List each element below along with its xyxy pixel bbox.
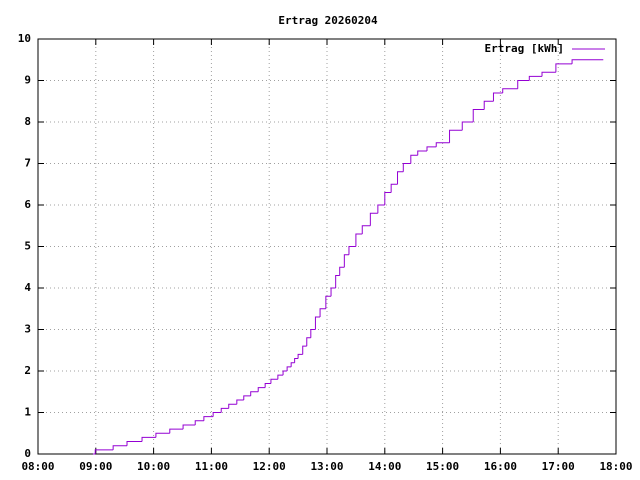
step-line (257, 387, 266, 392)
step-line (220, 407, 229, 413)
step-line (472, 109, 485, 122)
step-line (319, 308, 326, 318)
step-line (339, 266, 345, 276)
y-tick-label: 7 (24, 157, 31, 170)
x-tick-label: 15:00 (426, 460, 459, 473)
x-tick-label: 18:00 (599, 460, 632, 473)
step-line (384, 192, 392, 205)
step-line (243, 395, 251, 401)
step-line (343, 254, 349, 268)
step-line (325, 295, 332, 309)
step-line (528, 75, 543, 81)
step-line (306, 337, 311, 347)
step-line (141, 436, 156, 442)
step-line (228, 403, 237, 409)
step-line (397, 171, 404, 185)
step-line (236, 399, 244, 405)
x-tick-label: 16:00 (484, 460, 517, 473)
step-line (571, 59, 604, 64)
x-tick-label: 17:00 (542, 460, 575, 473)
y-tick-label: 9 (24, 74, 31, 87)
step-line (277, 374, 284, 380)
step-line (355, 233, 363, 247)
step-line (270, 378, 278, 384)
y-tick-label: 0 (24, 447, 31, 460)
step-line (361, 225, 371, 235)
step-line (435, 142, 450, 147)
y-tick-label: 8 (24, 115, 31, 128)
step-line (517, 80, 530, 89)
y-tick-label: 10 (18, 32, 31, 45)
step-line (377, 204, 385, 214)
step-line (290, 362, 295, 367)
step-line (348, 246, 356, 255)
step-line (194, 420, 204, 425)
step-line (555, 63, 573, 73)
step-line (94, 449, 114, 454)
step-line (302, 345, 307, 355)
x-tick-label: 13:00 (310, 460, 343, 473)
x-tick-label: 09:00 (79, 460, 112, 473)
step-line (212, 412, 222, 417)
y-tick-label: 2 (24, 364, 31, 377)
chart-title: Ertrag 20260204 (278, 14, 378, 27)
step-line (286, 366, 292, 371)
step-line (502, 88, 518, 93)
y-tick-label: 5 (24, 240, 31, 253)
step-line (335, 275, 340, 288)
step-line (402, 163, 411, 172)
step-line (426, 146, 437, 152)
step-line (182, 424, 196, 430)
step-line (155, 432, 170, 438)
step-line (492, 92, 503, 102)
step-line (461, 121, 474, 131)
y-tick-label: 4 (24, 281, 31, 294)
step-line (369, 212, 378, 226)
x-tick-label: 12:00 (253, 460, 286, 473)
step-line (250, 391, 259, 396)
step-line (390, 183, 398, 193)
y-tick-label: 6 (24, 198, 31, 211)
step-line (310, 329, 316, 338)
step-line (417, 150, 427, 156)
step-line (112, 445, 128, 450)
step-line (297, 353, 303, 359)
step-line (203, 416, 214, 421)
step-line (294, 358, 299, 363)
step-line (330, 287, 336, 297)
plot-border (37, 38, 617, 455)
step-line (169, 428, 184, 434)
step-line (483, 100, 494, 110)
step-line (264, 382, 271, 388)
step-line (410, 154, 418, 164)
x-tick-label: 14:00 (368, 460, 401, 473)
step-line (449, 129, 463, 143)
x-tick-label: 10:00 (137, 460, 170, 473)
step-line (282, 370, 288, 376)
legend-label: Ertrag [kWh] (485, 42, 564, 55)
step-line (126, 441, 143, 446)
y-tick-label: 1 (24, 406, 31, 419)
step-line (541, 71, 556, 77)
y-tick-label: 3 (24, 323, 31, 336)
step-line (314, 316, 321, 330)
x-tick-label: 08:00 (21, 460, 54, 473)
x-tick-label: 11:00 (195, 460, 228, 473)
